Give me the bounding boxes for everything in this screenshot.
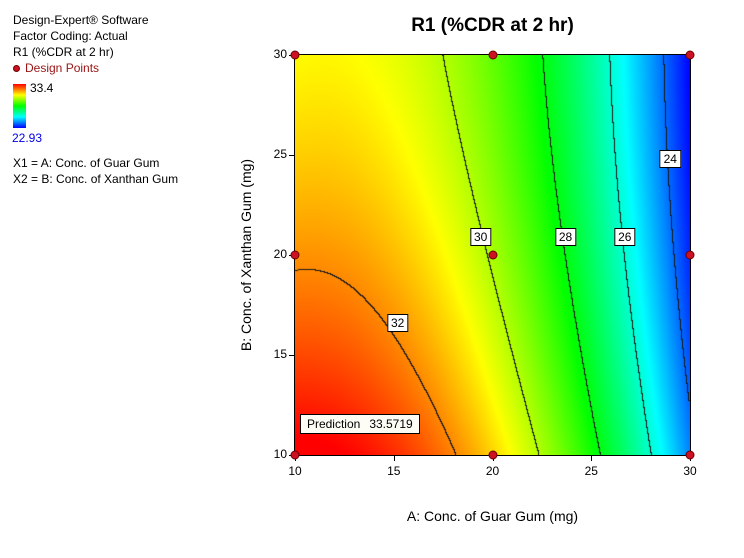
y-axis-tick-label: 15 [273,347,287,361]
color-scale-bar [13,84,26,128]
design-point[interactable] [685,250,695,260]
contour-label: 28 [554,228,577,246]
factor-x2: X2 = B: Conc. of Xanthan Gum [13,172,179,186]
x-axis-tick [393,456,395,461]
prediction-label: Prediction [306,417,361,431]
response-name: R1 (%CDR at 2 hr) [13,45,114,59]
x-axis-tick-label: 30 [683,464,697,478]
design-point[interactable] [685,450,695,460]
x-axis-tick-label: 20 [485,464,500,478]
legend-min-value: 22.93 [12,131,43,145]
design-point[interactable] [290,450,300,460]
prediction-value: 33.5719 [369,417,413,431]
design-point[interactable] [290,250,300,260]
design-point[interactable] [488,450,497,460]
prediction-flag[interactable]: Prediction 33.5719 [299,414,420,434]
design-point[interactable] [685,50,695,60]
design-point-icon [13,64,20,72]
y-axis-title: B: Conc. of Xanthan Gum (mg) [238,158,254,352]
y-axis-tick [289,155,294,156]
y-axis-tick-label: 25 [273,147,287,161]
factor-coding: Factor Coding: Actual [13,29,128,43]
x-axis-tick [591,456,593,461]
y-axis-tick-label: 20 [273,247,287,261]
x-axis-tick-label: 10 [288,464,302,478]
x-axis-title: A: Conc. of Guar Gum (mg) [406,508,579,524]
design-points-label: Design Points [25,61,100,75]
y-axis-tick-label: 30 [273,47,287,61]
chart-title: R1 (%CDR at 2 hr) [411,15,574,36]
contour-label: 30 [469,228,492,246]
contour-label: 24 [659,150,681,168]
design-points-legend: Design Points [13,61,99,75]
design-point[interactable] [488,50,497,60]
x-axis-tick-label: 25 [584,464,598,478]
software-name: Design-Expert® Software [13,13,149,27]
y-axis-tick [289,355,294,356]
y-axis-tick-label: 10 [273,447,287,461]
contour-label: 32 [387,314,409,332]
legend-max-value: 33.4 [30,81,54,95]
x-axis-tick-label: 15 [387,464,401,478]
contour-plot: Prediction 33.5719 32 30 28 26 24 10 15 20 25 30 10… [274,47,697,478]
factor-x1: X1 = A: Conc. of Guar Gum [13,156,160,170]
contour-label: 26 [614,228,636,246]
design-point[interactable] [488,250,497,260]
plot-overlay: Prediction 33.5719 32 30 28 26 24 10 15 20 25 30 10… [274,47,697,478]
design-point[interactable] [290,50,300,60]
